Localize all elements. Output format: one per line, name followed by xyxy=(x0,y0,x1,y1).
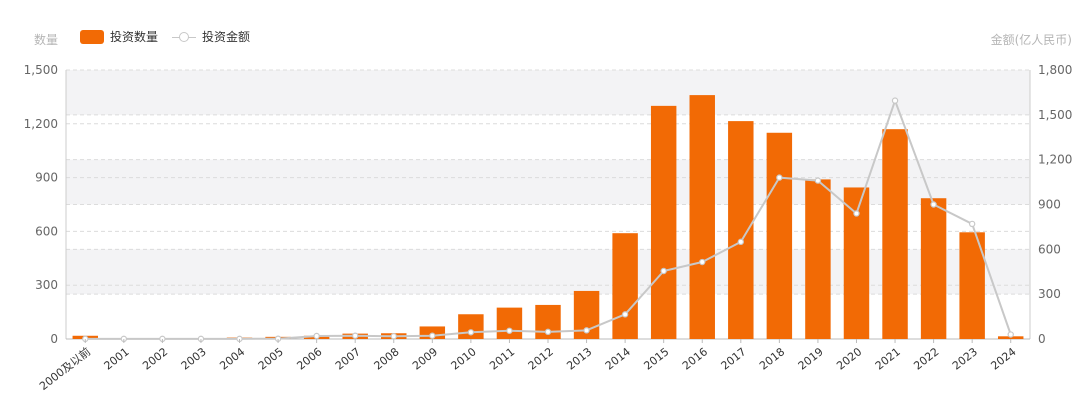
x-tick-label: 2023 xyxy=(950,345,980,372)
amount-point[interactable] xyxy=(930,201,937,208)
legend-label-amount: 投资金额 xyxy=(202,30,251,44)
legend: 投资数量 投资金额 xyxy=(80,28,250,45)
bar[interactable] xyxy=(843,187,870,339)
y-right-tick-label: 300 xyxy=(1038,287,1061,301)
bar[interactable] xyxy=(728,121,754,339)
y-right-tick-label: 900 xyxy=(1038,198,1061,212)
amount-point[interactable] xyxy=(621,311,629,318)
amount-point[interactable] xyxy=(699,258,706,266)
y-right-tick-label: 600 xyxy=(1038,242,1061,256)
bar[interactable] xyxy=(805,179,831,339)
amount-point[interactable] xyxy=(467,329,475,336)
amount-line xyxy=(85,99,1012,340)
y-left-tick-label: 0 xyxy=(50,332,58,346)
y-axis-right-title: 金额(亿人民币) xyxy=(990,33,1072,47)
bar[interactable] xyxy=(920,198,947,339)
y-right-tick-label: 1,800 xyxy=(1038,63,1072,77)
x-tick-label: 2022 xyxy=(911,345,941,372)
amount-point[interactable] xyxy=(1007,331,1014,338)
amount-point[interactable] xyxy=(660,267,667,275)
x-tick-label: 2021 xyxy=(873,345,903,372)
x-tick-label: 2000及以前 xyxy=(36,344,93,393)
x-tick-label: 2011 xyxy=(487,345,517,372)
bar[interactable] xyxy=(689,95,715,340)
legend-label-count: 投资数量 xyxy=(110,30,159,44)
x-tick-label: 2015 xyxy=(641,345,671,372)
x-tick-label: 2001 xyxy=(102,345,132,372)
y-right-tick-label: 0 xyxy=(1038,332,1046,346)
x-tick-label: 2003 xyxy=(179,345,209,372)
amount-point[interactable] xyxy=(968,220,976,228)
x-tick-label: 2004 xyxy=(217,345,247,372)
grid-band xyxy=(66,159,1030,205)
x-tick-label: 2002 xyxy=(140,345,170,372)
y-axis-left-title: 数量 xyxy=(34,33,59,47)
amount-point[interactable] xyxy=(853,210,860,217)
legend-bar-swatch xyxy=(80,29,104,44)
y-left-tick-label: 1,200 xyxy=(24,117,58,131)
bar[interactable] xyxy=(612,233,638,339)
x-tick-label: 2009 xyxy=(410,345,440,372)
x-tick-label: 2013 xyxy=(564,345,594,372)
y-left-tick-label: 1,500 xyxy=(24,63,58,77)
x-tick-label: 2019 xyxy=(796,345,826,372)
x-tick-label: 2024 xyxy=(988,345,1018,372)
amount-point[interactable] xyxy=(313,332,320,340)
x-tick-label: 2012 xyxy=(526,345,556,372)
bar[interactable] xyxy=(496,307,523,339)
x-tick-label: 2016 xyxy=(680,345,710,372)
grid-band xyxy=(66,70,1030,115)
y-left-tick-label: 900 xyxy=(35,171,58,185)
legend-item-amount[interactable]: 投资金额 xyxy=(172,28,250,45)
bar[interactable] xyxy=(650,105,677,339)
y-left-tick-label: 600 xyxy=(35,224,58,238)
x-tick-label: 2020 xyxy=(834,345,864,372)
x-tick-label: 2006 xyxy=(294,345,324,372)
x-tick-label: 2014 xyxy=(603,345,633,372)
x-tick-label: 2018 xyxy=(757,345,787,372)
x-tick-label: 2017 xyxy=(719,345,749,372)
amount-point[interactable] xyxy=(891,97,899,104)
amount-point[interactable] xyxy=(544,328,552,336)
legend-item-count[interactable]: 投资数量 xyxy=(80,28,158,45)
amount-point[interactable] xyxy=(583,327,590,334)
grid-band xyxy=(66,249,1030,295)
y-left-tick-label: 300 xyxy=(35,278,58,292)
x-tick-label: 2007 xyxy=(333,345,363,372)
x-tick-label: 2010 xyxy=(449,345,479,372)
amount-point[interactable] xyxy=(814,177,822,184)
y-right-tick-label: 1,500 xyxy=(1038,108,1072,122)
amount-point[interactable] xyxy=(390,333,397,340)
legend-line-swatch xyxy=(172,30,197,44)
y-right-tick-label: 1,200 xyxy=(1038,153,1072,167)
amount-point[interactable] xyxy=(429,332,436,339)
bar[interactable] xyxy=(766,132,793,339)
amount-point[interactable] xyxy=(506,327,513,334)
amount-point[interactable] xyxy=(737,238,745,246)
x-tick-label: 2008 xyxy=(372,345,402,372)
amount-point[interactable] xyxy=(352,332,359,339)
amount-point[interactable] xyxy=(776,174,783,181)
bar[interactable] xyxy=(882,129,908,339)
x-tick-label: 2005 xyxy=(256,345,286,372)
